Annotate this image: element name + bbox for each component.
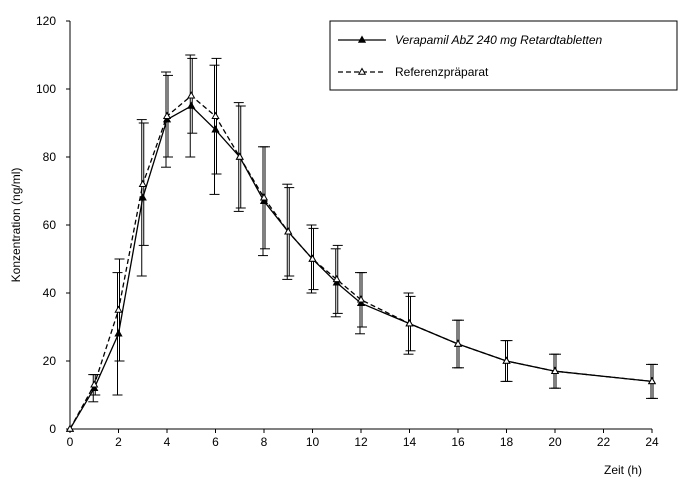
x-tick-label: 6 (212, 435, 219, 449)
y-axis-title: Konzentration (ng/ml) (9, 168, 23, 283)
x-tick-label: 12 (354, 435, 368, 449)
x-tick-label: 4 (164, 435, 171, 449)
data-point-series-1 (187, 91, 196, 99)
data-point-series-1 (90, 380, 99, 388)
x-axis-ticks: 0 2 4 6 8 10 12 14 16 18 20 22 24 (67, 429, 659, 449)
x-tick-label: 16 (451, 435, 465, 449)
data-point-series-1 (308, 254, 317, 262)
data-point-series-1 (138, 179, 147, 187)
data-point-series-1 (65, 424, 75, 432)
series-line-0 (69, 105, 653, 430)
y-axis-ticks: 0 20 40 60 80 100 120 (36, 14, 70, 436)
error-bars-series-0 (88, 54, 656, 403)
legend: Verapamil AbZ 240 mg Retardtabletten Ref… (329, 20, 678, 91)
data-point-series-0 (332, 278, 341, 286)
x-tick-label: 10 (306, 435, 320, 449)
data-point-series-0 (187, 101, 196, 109)
plot-area (65, 54, 658, 432)
data-point-series-1 (550, 366, 560, 374)
data-point-series-1 (259, 193, 269, 201)
data-point-series-0 (114, 329, 123, 337)
y-tick-label: 20 (43, 354, 57, 368)
error-bars-series-1 (90, 57, 658, 399)
y-tick-label: 80 (43, 150, 57, 164)
data-point-series-1 (284, 227, 293, 235)
series-markers-1 (65, 91, 657, 432)
series-markers-0 (65, 101, 657, 432)
y-tick-label: 40 (43, 286, 57, 300)
y-tick-label: 100 (36, 82, 56, 96)
legend-sample-referenz (338, 67, 386, 75)
series-line-1 (69, 94, 653, 430)
x-tick-label: 22 (597, 435, 611, 449)
x-tick-label: 24 (645, 435, 659, 449)
legend-label-verapamil: Verapamil AbZ 240 mg Retardtabletten (395, 33, 603, 47)
y-tick-label: 120 (36, 14, 56, 28)
legend-box (329, 20, 678, 91)
data-point-series-1 (356, 295, 366, 303)
y-tick-label: 0 (49, 422, 56, 436)
y-tick-label: 60 (43, 218, 57, 232)
x-tick-label: 8 (261, 435, 268, 449)
x-axis-title: Zeit (h) (604, 463, 642, 477)
x-tick-label: 14 (403, 435, 417, 449)
data-point-series-1 (162, 111, 172, 119)
data-point-series-1 (235, 152, 244, 160)
data-point-series-0 (211, 125, 220, 133)
data-point-series-1 (405, 319, 414, 327)
legend-marker (357, 67, 367, 75)
data-point-series-1 (211, 111, 220, 119)
x-tick-label: 2 (115, 435, 122, 449)
data-point-series-1 (453, 339, 463, 347)
x-tick-label: 18 (500, 435, 514, 449)
data-point-series-1 (332, 274, 341, 283)
data-point-series-1 (502, 356, 511, 364)
legend-label-referenz: Referenzpräparat (395, 65, 489, 79)
data-point-series-0 (356, 298, 366, 306)
legend-marker (357, 35, 367, 43)
data-point-series-1 (114, 305, 123, 313)
legend-sample-verapamil (338, 35, 386, 43)
x-tick-label: 0 (67, 435, 74, 449)
data-point-series-1 (647, 376, 657, 385)
data-point-series-0 (138, 193, 147, 201)
data-point-series-0 (90, 383, 99, 391)
x-tick-label: 20 (548, 435, 562, 449)
